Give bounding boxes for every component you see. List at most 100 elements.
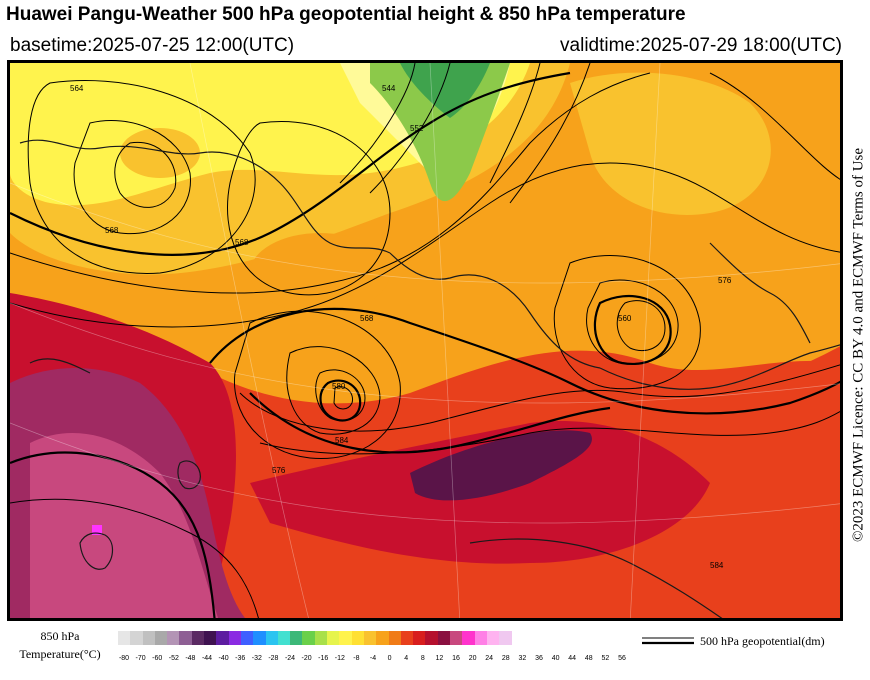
geopotential-contours bbox=[10, 63, 840, 618]
colorbar-tick-label: -70 bbox=[135, 655, 146, 662]
colorbar-tick-label: -40 bbox=[218, 655, 229, 662]
colorbar-swatch bbox=[450, 631, 463, 645]
contour-label: 580 bbox=[332, 382, 346, 391]
colorbar-tick-label: 20 bbox=[468, 655, 477, 662]
colorbar-title-line2: Temperature(°C) bbox=[19, 647, 101, 661]
contour-label: 576 bbox=[272, 466, 286, 475]
temperature-field: 564 568 552 544 568 580 568 576 584 560 … bbox=[10, 63, 840, 618]
orange-patch-central bbox=[250, 233, 390, 313]
colorbar-tick-label: 40 bbox=[551, 655, 560, 662]
contour-label: 568 bbox=[235, 238, 249, 247]
hot-magenta-region bbox=[30, 433, 219, 618]
contour-label: 544 bbox=[382, 84, 396, 93]
dark-maroon-band bbox=[410, 430, 592, 501]
colorbar-swatch bbox=[216, 631, 229, 645]
colorbar-tick-label: 32 bbox=[518, 655, 527, 662]
colorbar-tick-label: -12 bbox=[334, 655, 345, 662]
colorbar-swatch bbox=[167, 631, 180, 645]
validtime-label: validtime:2025-07-29 18:00(UTC) bbox=[560, 35, 842, 56]
colorbar-swatch bbox=[290, 631, 303, 645]
colorbar-swatch bbox=[118, 631, 131, 645]
hot-spot-marker bbox=[92, 525, 102, 535]
colorbar-tick-label: -28 bbox=[268, 655, 279, 662]
colorbar-swatch bbox=[351, 631, 364, 645]
colorbar-swatch bbox=[277, 631, 291, 645]
colorbar-swatch bbox=[474, 631, 487, 645]
colorbar-swatch bbox=[314, 631, 328, 645]
colorbar-tick-label: -20 bbox=[301, 655, 312, 662]
colorbar-title-line1: 850 hPa bbox=[40, 629, 80, 643]
contour-label: 576 bbox=[718, 276, 732, 285]
colorbar-tick-label: 8 bbox=[420, 655, 425, 662]
colorbar-tick-label: -24 bbox=[284, 655, 296, 662]
colorbar-swatch bbox=[425, 631, 438, 645]
colorbar-swatch bbox=[240, 631, 254, 645]
colorbar-tick-label: 52 bbox=[601, 655, 610, 662]
basetime-label: basetime:2025-07-25 12:00(UTC) bbox=[10, 35, 295, 56]
contour-labels: 564 568 552 544 568 580 568 576 584 560 … bbox=[70, 84, 732, 570]
coastlines bbox=[19, 139, 840, 618]
colorbar-tick-label: 44 bbox=[568, 655, 577, 662]
colorbar-tick-label: 0 bbox=[387, 655, 392, 662]
colorbar-tick-label: 28 bbox=[501, 655, 510, 662]
colorbar-tick-label: 36 bbox=[535, 655, 543, 662]
colorbar-swatch bbox=[204, 631, 217, 645]
colorbar-tick-label: 4 bbox=[404, 655, 409, 662]
bold-geopotential-contours bbox=[10, 71, 840, 618]
colorbar-swatch bbox=[179, 631, 192, 645]
colorbar-swatch bbox=[462, 631, 475, 645]
colorbar-tick-label: -44 bbox=[201, 655, 213, 662]
colorbar-tick-label: 48 bbox=[584, 655, 593, 662]
colorbar-tick-label: -80 bbox=[118, 655, 130, 662]
orange-patch-west bbox=[120, 128, 200, 178]
colorbar-swatch bbox=[400, 631, 414, 645]
colorbar-swatch bbox=[191, 631, 205, 645]
colorbar-tick-label: 12 bbox=[435, 655, 444, 662]
colorbar-tick-label: -4 bbox=[369, 655, 377, 662]
colorbar-tick-label: -48 bbox=[185, 655, 196, 662]
colorbar-tick-label: -60 bbox=[152, 655, 163, 662]
colorbar-swatch bbox=[130, 631, 143, 645]
colorbar-swatch bbox=[363, 631, 377, 645]
colorbar-tick-label: 56 bbox=[618, 655, 626, 662]
dark-green-region bbox=[400, 63, 490, 118]
colorbar-swatch bbox=[265, 631, 278, 645]
colorbar-swatch bbox=[154, 631, 168, 645]
colorbar-swatch bbox=[327, 631, 340, 645]
colorbar-tick-label: -32 bbox=[251, 655, 262, 662]
colorbar-swatch bbox=[376, 631, 389, 645]
contour-label: 584 bbox=[335, 436, 349, 445]
contour-label: 560 bbox=[618, 314, 632, 323]
contour-label: 564 bbox=[70, 84, 84, 93]
colorbar-swatch bbox=[228, 631, 241, 645]
colorbar-swatch bbox=[302, 631, 315, 645]
colorbar-swatch bbox=[499, 631, 512, 645]
licence-text: ©2023 ECMWF Licence: CC BY 4.0 and ECMWF… bbox=[850, 147, 867, 543]
colorbar-tick-label: -52 bbox=[168, 655, 179, 662]
colorbar-swatch bbox=[339, 631, 352, 645]
weather-map: 564 568 552 544 568 580 568 576 584 560 … bbox=[7, 60, 843, 621]
contour-label: 552 bbox=[410, 124, 424, 133]
colorbar-swatch bbox=[388, 631, 401, 645]
geopotential-legend-label: 500 hPa geopotential(dm) bbox=[700, 634, 825, 648]
chart-title: Huawei Pangu-Weather 500 hPa geopotentia… bbox=[6, 4, 686, 25]
licence-notice: ©2023 ECMWF Licence: CC BY 4.0 and ECMWF… bbox=[848, 80, 870, 610]
contour-label: 568 bbox=[105, 226, 119, 235]
colorbar-tick-label: 16 bbox=[452, 655, 460, 662]
colorbar-tick-label: 24 bbox=[485, 655, 494, 662]
colorbar-swatch bbox=[437, 631, 451, 645]
yellow-orange-patch-east bbox=[570, 72, 771, 215]
colorbar-swatch bbox=[486, 631, 500, 645]
contour-label: 568 bbox=[360, 314, 374, 323]
colorbar-swatch bbox=[142, 631, 155, 645]
colorbar-swatch bbox=[413, 631, 426, 645]
colorbar-tick-label: -16 bbox=[318, 655, 329, 662]
colorbar-tick-label: -36 bbox=[235, 655, 246, 662]
colorbar-title: 850 hPa Temperature(°C) bbox=[10, 627, 110, 663]
temperature-colorbar bbox=[118, 631, 512, 645]
colorbar-tick-label: -8 bbox=[353, 655, 360, 662]
contour-label: 584 bbox=[710, 561, 724, 570]
green-region bbox=[370, 63, 510, 202]
colorbar-swatch bbox=[253, 631, 266, 645]
geopotential-legend-line bbox=[642, 637, 694, 645]
